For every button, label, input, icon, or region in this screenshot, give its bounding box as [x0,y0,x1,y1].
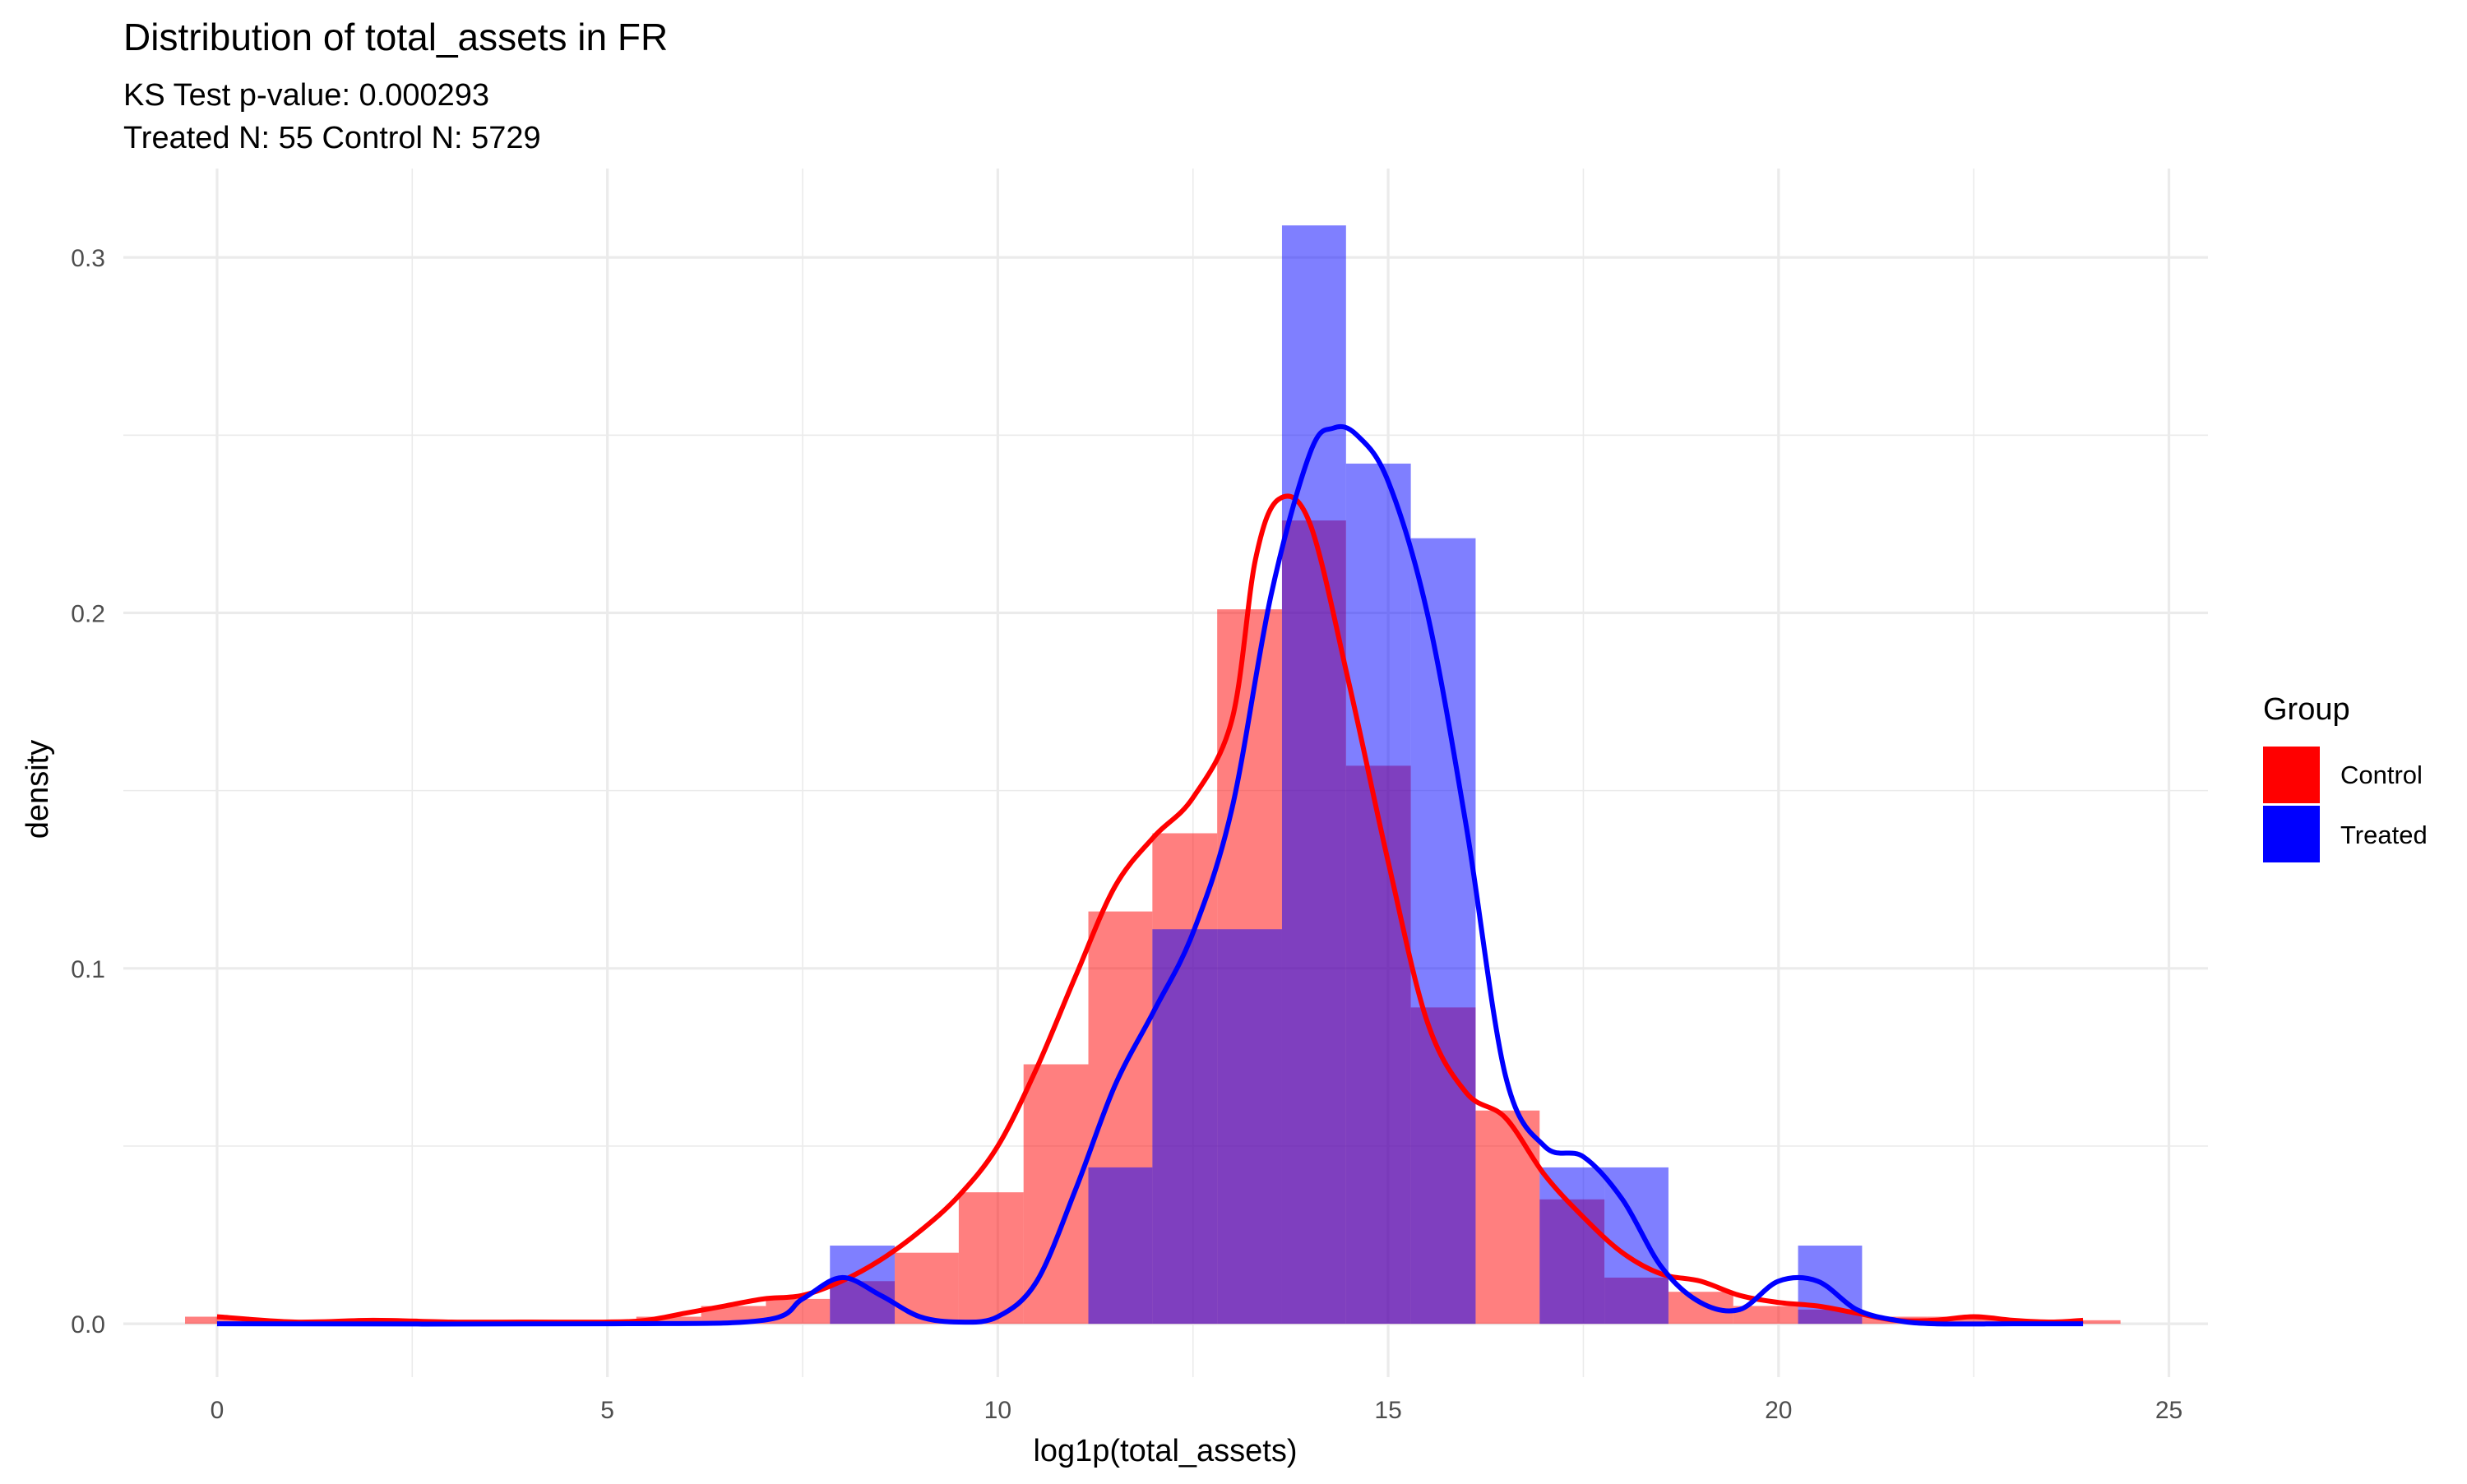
x-axis-title: log1p(total_assets) [1033,1434,1297,1468]
bar-control [895,1252,959,1325]
density-curves-layer [216,423,2084,1327]
y-tick-label: 0.0 [71,1311,105,1338]
bar-control [958,1192,1024,1325]
y-tick-label: 0.3 [71,245,105,272]
x-tick-label: 10 [984,1397,1011,1424]
bar-treated [1152,929,1218,1325]
x-tick-label: 0 [211,1397,224,1424]
legend-label-control: Control [2340,760,2423,789]
y-axis-title: density [21,740,55,839]
bar-control [2055,1320,2121,1325]
bar-control [1927,1316,1993,1325]
legend-title: Group [2263,692,2350,727]
chart-title: Distribution of total_assets in FR [123,16,668,58]
x-tick-label: 25 [2155,1397,2182,1424]
grid-layer [123,169,2208,1377]
bar-treated [1281,225,1346,1325]
y-tick-label: 0.1 [71,956,105,983]
bar-control [1668,1292,1733,1325]
density-curve-treated [216,423,2084,1327]
bar-control [185,1316,249,1325]
bar-treated [1410,538,1476,1325]
bar-treated [1088,1167,1153,1325]
bar-treated [1217,929,1282,1325]
bars-layer [185,225,2121,1325]
bar-control [1733,1306,1798,1325]
legend-key-control [2263,747,2320,803]
bar-treated [1345,463,1411,1325]
chart-subtitle-pvalue: KS Test p-value: 0.000293 [123,78,489,113]
ticks-layer: 0 5 10 15 20 25 0.0 0.1 0.2 0.3 [71,245,2182,1424]
bar-control [1475,1110,1540,1325]
density-curve-control [216,493,2084,1325]
legend: Group Control Treated [2263,692,2428,862]
chart-subtitle-counts: Treated N: 55 Control N: 5729 [123,121,541,155]
bar-treated [1539,1167,1605,1325]
bar-control [636,1316,701,1325]
x-tick-label: 15 [1374,1397,1401,1424]
legend-key-treated [2263,806,2320,862]
x-tick-label: 20 [1765,1397,1792,1424]
y-tick-label: 0.2 [71,600,105,627]
x-tick-label: 5 [600,1397,614,1424]
legend-label-treated: Treated [2340,821,2428,849]
